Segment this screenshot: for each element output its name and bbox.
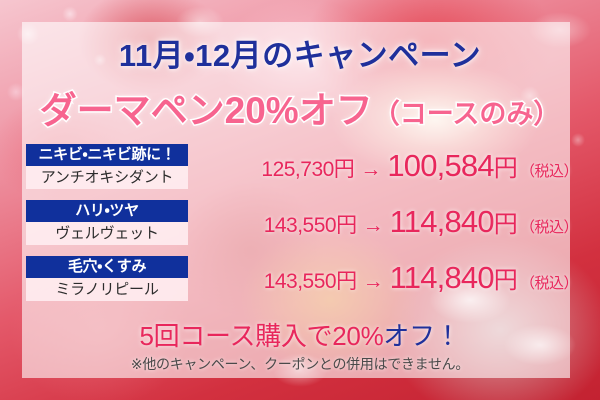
original-price: 125,730円 — [261, 158, 355, 181]
tax-included-note: （税込） — [519, 163, 579, 180]
treatment-badge: 毛穴・くすみ ミラノリピール — [26, 255, 188, 301]
currency-unit: 円 — [493, 211, 518, 238]
price-list: ニキビ・ニキビ跡に！ アンチオキシダント 125,730円 → 100,584円… — [26, 140, 582, 308]
table-row: ハリ・ツヤ ヴェルヴェット 143,550円 → 114,840円 （税込） — [26, 196, 582, 248]
tax-included-note: （税込） — [519, 275, 579, 292]
currency-unit: 円 — [493, 155, 518, 182]
price-group: 143,550円 → 114,840円 （税込） — [188, 260, 582, 296]
offer-title-main: ダーマペン20%オフ — [38, 89, 374, 133]
tax-included-note: （税込） — [519, 219, 579, 236]
offer-title-qualifier: （コースのみ） — [371, 98, 562, 131]
arrow-icon: → — [360, 158, 382, 181]
discounted-price: 114,840円 — [389, 204, 518, 240]
badge-product-label: ヴェルヴェット — [26, 221, 188, 245]
price-group: 125,730円 → 100,584円 （税込） — [188, 148, 582, 184]
discounted-price-number: 114,840 — [389, 204, 495, 239]
discounted-price-number: 114,840 — [389, 260, 495, 295]
bundle-offer-text: 5回コース購入で20%オフ！ — [0, 316, 600, 353]
arrow-icon: → — [362, 214, 384, 237]
badge-product-label: アンチオキシダント — [26, 165, 188, 189]
badge-product-label: ミラノリピール — [26, 277, 188, 301]
treatment-badge: ニキビ・ニキビ跡に！ アンチオキシダント — [26, 143, 188, 189]
original-price: 143,550円 — [263, 270, 357, 293]
badge-concern-label: ニキビ・ニキビ跡に！ — [26, 143, 188, 166]
campaign-offer-title: ダーマペン20%オフ（コースのみ） — [0, 80, 600, 134]
original-price: 143,550円 — [263, 214, 357, 237]
currency-unit: 円 — [493, 267, 518, 294]
discounted-price: 100,584円 — [387, 148, 517, 184]
discounted-price-number: 100,584 — [387, 148, 494, 183]
price-group: 143,550円 → 114,840円 （税込） — [188, 204, 582, 240]
treatment-badge: ハリ・ツヤ ヴェルヴェット — [26, 199, 188, 245]
campaign-period-title: 11月・12月のキャンペーン — [118, 38, 482, 73]
badge-concern-label: 毛穴・くすみ — [26, 255, 188, 278]
bundle-offer-accent: オフ！ — [383, 321, 461, 351]
table-row: ニキビ・ニキビ跡に！ アンチオキシダント 125,730円 → 100,584円… — [26, 140, 582, 192]
discounted-price: 114,840円 — [389, 260, 518, 296]
table-row: 毛穴・くすみ ミラノリピール 143,550円 → 114,840円 （税込） — [26, 252, 582, 304]
arrow-icon: → — [362, 270, 384, 293]
disclaimer-text: ※他のキャンペーン、クーポンとの併用はできません。 — [130, 356, 470, 372]
bundle-offer-primary: 5回コース購入で20% — [139, 321, 384, 351]
badge-concern-label: ハリ・ツヤ — [26, 199, 188, 222]
